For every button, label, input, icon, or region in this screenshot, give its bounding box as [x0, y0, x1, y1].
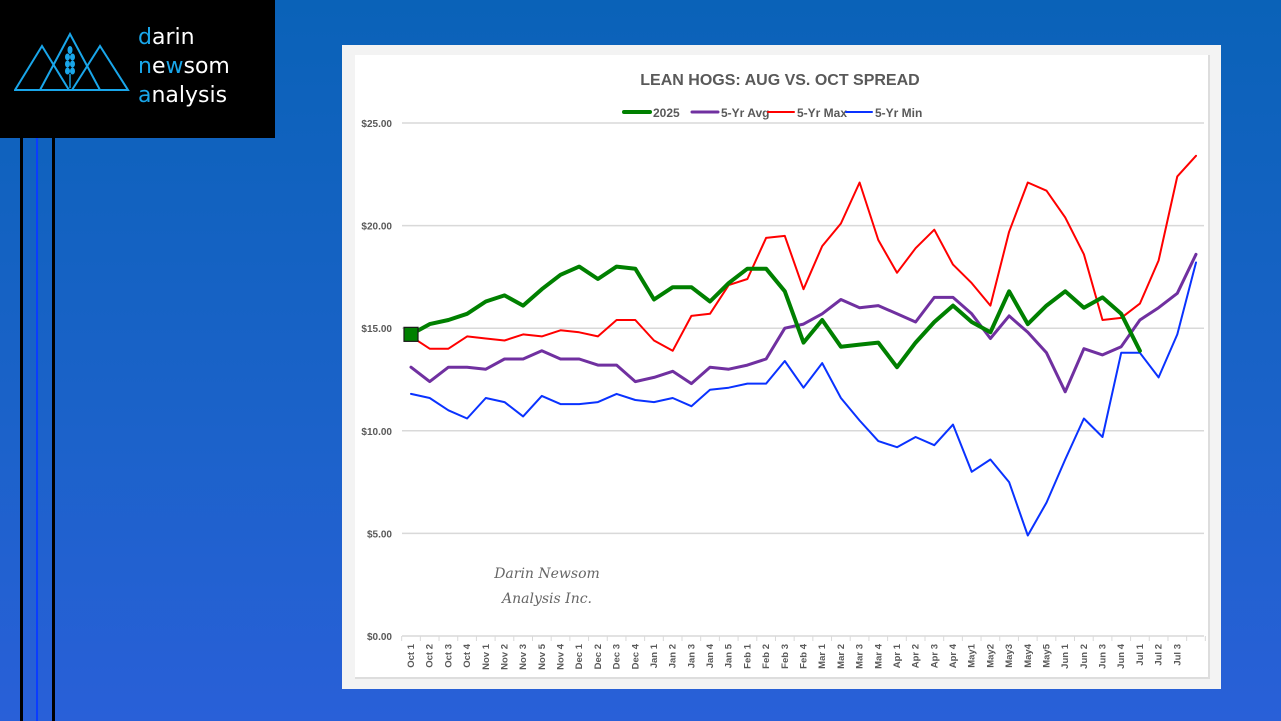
x-tick-label: Nov 1	[481, 643, 492, 670]
x-tick-label: May3	[1004, 644, 1015, 668]
gridlines	[402, 122, 1204, 637]
x-axis: Oct 1 Oct 2 Oct 3 Oct 4 Nov 1 Nov 2 Nov 3 Nov 5…	[401, 636, 1206, 670]
y-tick-label: $25.00	[361, 119, 392, 130]
x-tick-label: Nov 4	[556, 643, 567, 670]
x-tick-label: Jun 3	[1098, 644, 1109, 669]
x-tick-label: Jan 2	[668, 644, 679, 668]
x-tick-label: Jun 1	[1060, 643, 1071, 669]
x-tick-label: Feb 1	[742, 643, 753, 669]
x-tick-label: Apr 3	[929, 644, 940, 668]
x-tick-label: Jul 2	[1154, 644, 1165, 666]
brand-logo: darin newsom analysis	[0, 0, 275, 138]
x-tick-label: Apr 4	[948, 643, 959, 668]
x-tick-label: Nov 3	[518, 644, 529, 670]
x-tick-label: Oct 4	[462, 643, 473, 667]
series-line-2025	[409, 264, 1142, 370]
brand-wordmark: darin newsom analysis	[138, 23, 230, 110]
series-lines	[403, 154, 1198, 537]
legend-item: 5-Yr Avg	[690, 106, 769, 120]
legend-label: 5-Yr Max	[797, 106, 847, 120]
y-tick-label: $0.00	[367, 632, 392, 643]
x-tick-label: Feb 3	[780, 644, 791, 669]
y-axis: $0.00 $5.00 $10.00 $15.00 $20.00 $25.00	[361, 119, 392, 643]
x-tick-label: May1	[967, 643, 978, 667]
x-tick-label: Mar 3	[855, 644, 866, 669]
decor-bar-2	[36, 138, 38, 721]
x-tick-label: Feb 4	[799, 643, 810, 669]
chart-title: LEAN HOGS: AUG VS. OCT SPREAD	[640, 72, 919, 89]
x-tick-label: Oct 3	[443, 644, 454, 668]
x-tick-label: Dec 4	[630, 643, 641, 669]
x-tick-label: Apr 1	[892, 643, 903, 668]
x-tick-label: Jun 4	[1116, 643, 1127, 669]
legend-item: 5-Yr Max	[767, 106, 847, 120]
x-tick-label: May2	[985, 644, 996, 668]
brand-line-2: newsom	[138, 54, 230, 79]
x-tick-label: Nov 2	[499, 644, 510, 670]
x-tick-label: Jan 1	[649, 643, 660, 668]
x-tick-label: Oct 1	[406, 643, 417, 667]
x-tick-label: Feb 2	[761, 644, 772, 669]
legend-label: 5-Yr Min	[875, 106, 922, 120]
decor-bar-1	[20, 138, 23, 721]
y-tick-label: $20.00	[361, 222, 392, 233]
legend-label: 2025	[653, 106, 680, 120]
chart-panel	[355, 55, 1210, 679]
series-line-5-yr-avg	[409, 252, 1198, 394]
x-tick-label: Jan 3	[686, 644, 697, 668]
x-tick-label: Jan 4	[705, 643, 716, 668]
legend-label: 5-Yr Avg	[721, 106, 769, 120]
decor-bar-3	[52, 138, 55, 721]
x-tick-label: Apr 2	[911, 644, 922, 668]
legend-item: 5-Yr Min	[845, 106, 922, 120]
brand-line-1: darin	[138, 25, 195, 50]
x-tick-label: Jul 1	[1135, 643, 1146, 665]
x-tick-label: May5	[1041, 643, 1052, 667]
x-tick-label: May4	[1023, 643, 1034, 667]
mountain-wheat-icon	[14, 31, 130, 91]
y-tick-label: $10.00	[361, 427, 392, 438]
brand-line-3: analysis	[138, 83, 228, 108]
x-tick-label: Jun 2	[1079, 644, 1090, 669]
watermark-line-2: Analysis Inc.	[500, 591, 592, 607]
x-tick-label: Nov 5	[537, 643, 548, 670]
x-tick-label: Jul 3	[1172, 644, 1183, 666]
chart-legend: 2025 5-Yr Avg 5-Yr Max 5-Yr Min	[622, 106, 922, 120]
watermark-line-1: Darin Newsom	[493, 566, 600, 582]
legend-item: 2025	[622, 106, 680, 120]
watermark: Darin Newsom Analysis Inc.	[493, 566, 600, 607]
y-tick-label: $5.00	[367, 529, 392, 540]
x-tick-label: Mar 4	[873, 643, 884, 669]
series-line-5-yr-max	[410, 154, 1197, 352]
series-start-marker	[403, 326, 419, 342]
y-tick-label: $15.00	[361, 324, 392, 335]
spread-chart: LEAN HOGS: AUG VS. OCT SPREAD 2025 5-Yr A…	[361, 72, 1206, 670]
x-tick-label: Jan 5	[724, 643, 735, 668]
x-tick-label: Mar 2	[836, 644, 847, 669]
x-tick-label: Dec 2	[593, 644, 604, 669]
x-tick-label: Dec 3	[612, 644, 623, 669]
x-tick-label: Dec 1	[574, 643, 585, 669]
x-tick-label: Oct 2	[425, 644, 436, 668]
x-tick-label: Mar 1	[817, 643, 828, 669]
